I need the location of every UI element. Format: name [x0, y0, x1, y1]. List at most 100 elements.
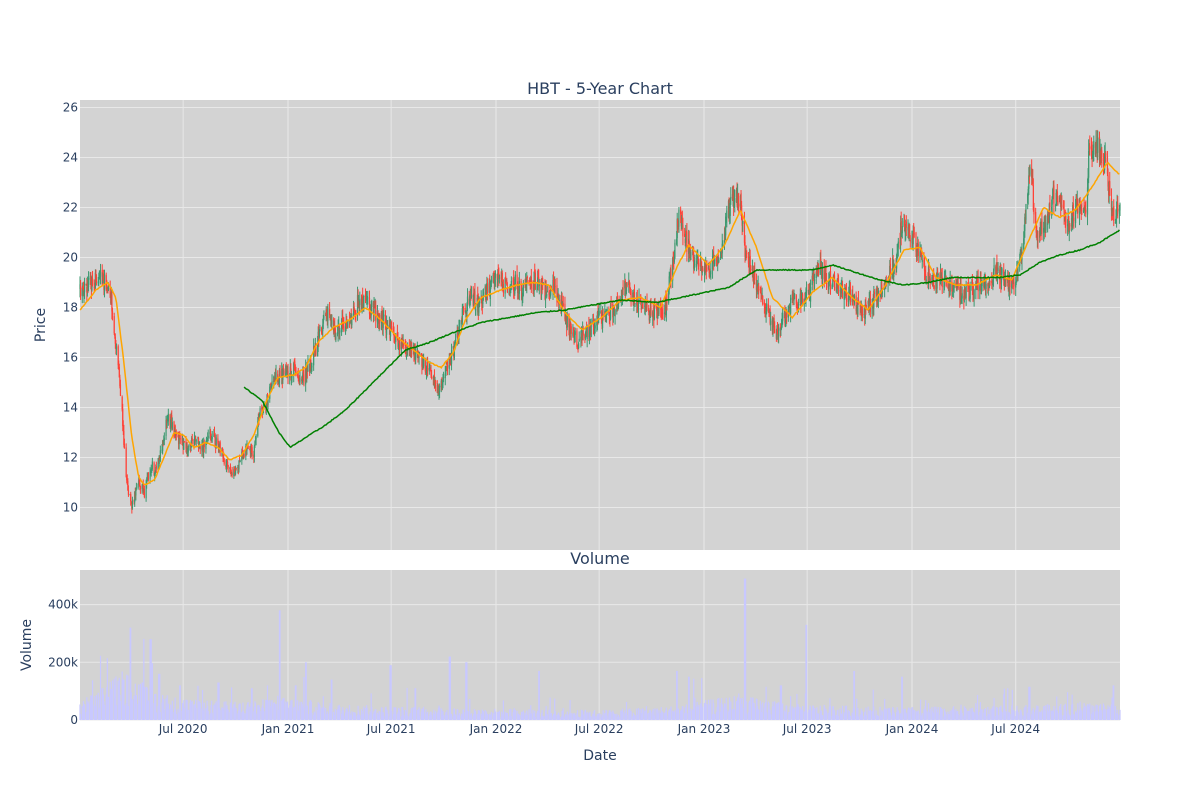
candle-body	[156, 466, 157, 469]
candle-increasing	[615, 309, 616, 325]
candle-body	[942, 277, 943, 288]
volume-bar	[124, 705, 125, 720]
candle-increasing	[1015, 276, 1016, 296]
candle-body	[180, 438, 181, 439]
candle-decreasing	[80, 280, 81, 300]
volume-bar	[307, 714, 308, 720]
volume-bar	[116, 705, 117, 720]
candle-body	[1045, 222, 1046, 230]
candle-body	[546, 294, 547, 296]
candle-body	[993, 265, 994, 270]
volume-bar	[128, 706, 129, 720]
volume-bar	[690, 709, 691, 720]
candle-body	[750, 266, 751, 270]
candle-decreasing	[918, 239, 919, 263]
candle-decreasing	[874, 289, 875, 298]
candle-body	[989, 281, 990, 282]
volume-bar	[978, 715, 979, 720]
volume-bar	[710, 699, 711, 720]
volume-bar	[599, 713, 600, 720]
candle-body	[188, 446, 189, 452]
candle-body	[706, 267, 707, 271]
volume-bar	[132, 699, 133, 720]
candle-body	[167, 421, 168, 423]
candle-increasing	[136, 483, 137, 491]
candle-body	[144, 489, 145, 497]
volume-bar	[200, 703, 201, 720]
candle-decreasing	[228, 465, 229, 473]
candle-body	[136, 487, 137, 489]
volume-bar	[1105, 709, 1106, 720]
volume-bar	[331, 680, 332, 720]
volume-bar	[176, 714, 177, 720]
volume-bar	[666, 716, 667, 720]
volume-bar	[810, 707, 811, 720]
volume-bar	[575, 715, 576, 720]
candle-increasing	[770, 312, 771, 331]
candle-body	[429, 367, 430, 369]
candle-increasing	[132, 497, 133, 510]
candle-body	[902, 226, 903, 233]
volume-bar	[232, 708, 233, 720]
candle-body	[1025, 204, 1026, 220]
candle-increasing	[725, 213, 726, 240]
volume-bar	[387, 714, 388, 720]
volume-bar	[367, 714, 368, 720]
candle-body	[718, 259, 719, 262]
volume-bar	[886, 709, 887, 720]
candle-body	[730, 197, 731, 200]
candle-increasing	[208, 430, 209, 442]
candle-body	[200, 446, 201, 449]
candle-decreasing	[224, 458, 225, 466]
volume-bar	[1119, 710, 1120, 720]
volume-bar	[894, 713, 895, 720]
volume-bar	[1005, 711, 1006, 720]
volume-bar	[786, 706, 787, 720]
volume-bar	[790, 696, 791, 720]
volume-bar	[626, 715, 627, 720]
candle-body	[997, 268, 998, 271]
volume-bar	[104, 705, 105, 720]
candle-increasing	[313, 338, 314, 370]
volume-bar	[160, 712, 161, 720]
candle-body	[415, 353, 416, 360]
candle-body	[1003, 270, 1004, 281]
candle-decreasing	[682, 218, 683, 245]
volume-bar	[910, 709, 911, 720]
candle-body	[906, 222, 907, 228]
candle-decreasing	[650, 298, 651, 317]
volume-bar	[515, 710, 516, 720]
volume-bar	[112, 681, 113, 720]
candle-increasing	[575, 328, 576, 343]
volume-bar	[1041, 710, 1042, 720]
volume-bar	[870, 710, 871, 720]
volume-bar	[427, 712, 428, 720]
candle-body	[576, 330, 577, 346]
volume-bar	[1093, 706, 1094, 720]
candle-body	[802, 294, 803, 302]
candle-body	[563, 303, 564, 306]
candle-body	[611, 304, 612, 305]
candle-decreasing	[818, 263, 819, 276]
volume-bar	[172, 701, 173, 720]
candle-increasing	[82, 282, 83, 303]
volume-bar	[758, 710, 759, 720]
candle-body	[778, 328, 779, 336]
volume-bar	[435, 711, 436, 720]
volume-bar	[1037, 706, 1038, 720]
volume-bar	[180, 685, 181, 720]
candle-body	[471, 295, 472, 297]
candle-body	[1013, 282, 1014, 286]
volume-bar	[140, 684, 141, 720]
volume-bar	[618, 717, 619, 720]
candle-body	[282, 369, 283, 380]
candle-body	[331, 320, 332, 325]
candle-body	[872, 307, 873, 314]
volume-bar	[742, 708, 743, 720]
volume-plot-area	[80, 570, 1120, 720]
volume-bar	[539, 671, 540, 720]
candle-decreasing	[583, 326, 584, 341]
volume-bar	[583, 715, 584, 720]
volume-bar	[989, 709, 990, 720]
candle-increasing	[742, 220, 743, 231]
